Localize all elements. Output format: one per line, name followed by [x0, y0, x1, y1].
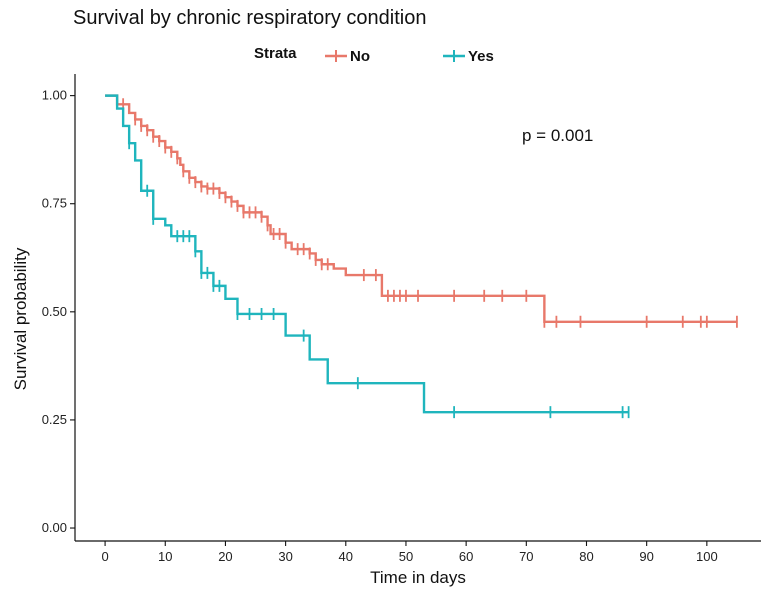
y-tick-label: 0.00 — [42, 520, 67, 535]
x-tick-label: 90 — [639, 549, 653, 564]
series-line-no — [105, 94, 737, 323]
x-tick-label: 20 — [218, 549, 232, 564]
plot-area: 0.00 0.25 0.50 0.75 1.00 0 10 20 30 40 50 60 70 80 90 1… — [42, 74, 761, 564]
x-tick-label: 30 — [278, 549, 292, 564]
legend-title: Strata — [254, 45, 297, 62]
x-tick-label: 60 — [459, 549, 473, 564]
y-tick-label: 1.00 — [42, 88, 67, 103]
y-tick-label: 0.75 — [42, 196, 67, 211]
x-tick-label: 70 — [519, 549, 533, 564]
x-axis-label: Time in days — [370, 568, 466, 587]
x-tick-label: 0 — [101, 549, 108, 564]
legend-item-yes: Yes — [443, 48, 494, 65]
x-tick-label: 10 — [158, 549, 172, 564]
x-tick-label: 50 — [399, 549, 413, 564]
x-tick-label: 40 — [339, 549, 353, 564]
y-tick-label: 0.25 — [42, 412, 67, 427]
p-value-annotation: p = 0.001 — [522, 126, 593, 145]
x-tick-label: 100 — [696, 549, 718, 564]
legend-item-no: No — [325, 48, 370, 65]
y-axis-label: Survival probability — [11, 247, 30, 390]
x-tick-label: 80 — [579, 549, 593, 564]
legend-label-yes: Yes — [468, 48, 494, 65]
legend-label-no: No — [350, 48, 370, 65]
y-tick-label: 0.50 — [42, 304, 67, 319]
legend: Strata No Yes — [254, 45, 494, 65]
chart-title: Survival by chronic respiratory conditio… — [73, 7, 427, 29]
